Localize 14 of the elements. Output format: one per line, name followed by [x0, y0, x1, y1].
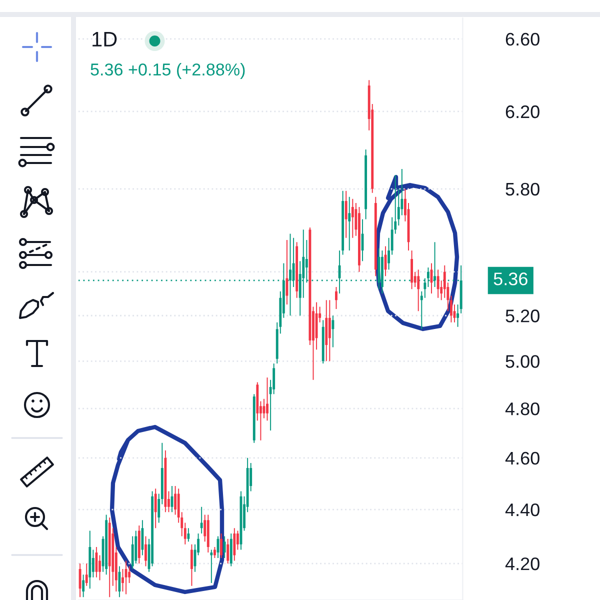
y-tick-label: 5.20 [506, 310, 540, 322]
text: 5.36 +0.15 (+2.88%) [90, 63, 245, 79]
y-tick-label: 4.40 [505, 503, 540, 516]
y-tick-label: 4.20 [505, 557, 540, 570]
candlestick [348, 196, 351, 251]
y-tick-label: 6.60 [506, 32, 540, 46]
y-tick-label: 5.00 [506, 355, 540, 368]
y-tick-label: 5.80 [506, 182, 540, 196]
text: 1D [92, 32, 117, 46]
y-tick-label: 4.80 [505, 402, 540, 416]
y-tick-label: 6.20 [506, 105, 540, 118]
ref-line-label: 5.36 [494, 272, 528, 286]
y-tick-label: 4.60 [505, 452, 540, 465]
candlestick [210, 550, 213, 584]
